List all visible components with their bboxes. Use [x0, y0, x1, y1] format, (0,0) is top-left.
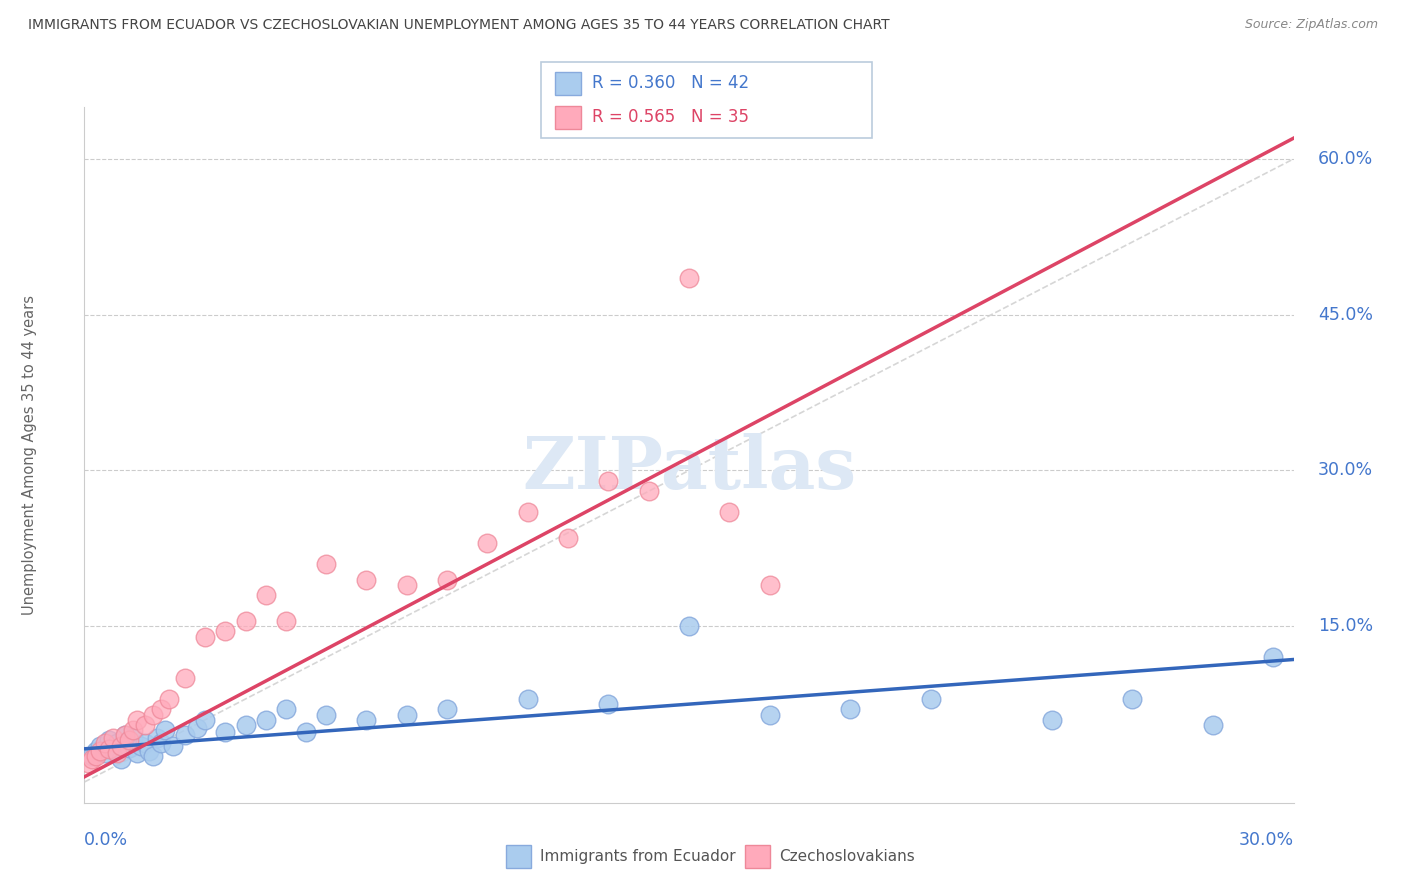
Point: [839, 702, 862, 716]
Point: [93, 735, 115, 749]
Text: 0.0%: 0.0%: [84, 830, 128, 848]
Point: [557, 531, 579, 545]
Point: [254, 588, 277, 602]
Point: [114, 728, 136, 742]
Point: [89, 739, 111, 753]
Point: [149, 702, 172, 716]
Point: [516, 692, 538, 706]
Point: [142, 749, 165, 764]
Point: [598, 474, 620, 488]
Point: [436, 702, 458, 716]
Point: [118, 733, 141, 747]
Text: Immigrants from Ecuador: Immigrants from Ecuador: [540, 849, 735, 863]
Point: [678, 271, 700, 285]
Point: [125, 746, 148, 760]
Point: [186, 721, 208, 735]
Point: [718, 505, 741, 519]
Point: [194, 630, 217, 644]
Point: [274, 614, 297, 628]
Point: [295, 725, 318, 739]
Point: [356, 573, 378, 587]
Point: [214, 725, 236, 739]
Point: [1202, 718, 1225, 732]
Point: [121, 731, 143, 746]
Point: [82, 749, 104, 764]
Point: [134, 718, 156, 732]
Point: [125, 713, 148, 727]
Point: [138, 744, 160, 758]
Point: [101, 741, 124, 756]
Text: 30.0%: 30.0%: [1317, 461, 1372, 480]
Point: [134, 735, 156, 749]
Point: [86, 744, 108, 758]
Point: [758, 578, 780, 592]
Text: Unemployment Among Ages 35 to 44 years: Unemployment Among Ages 35 to 44 years: [22, 295, 38, 615]
Point: [678, 619, 700, 633]
Point: [157, 692, 180, 706]
Text: ZIPatlas: ZIPatlas: [522, 434, 856, 504]
Point: [395, 578, 418, 592]
Point: [194, 713, 217, 727]
Point: [477, 536, 499, 550]
Point: [174, 728, 197, 742]
Point: [274, 702, 297, 716]
Point: [395, 707, 418, 722]
Point: [153, 723, 176, 738]
Point: [82, 752, 104, 766]
Point: [1040, 713, 1063, 727]
Point: [758, 707, 780, 722]
Point: [121, 723, 143, 738]
Point: [356, 713, 378, 727]
Point: [149, 735, 172, 749]
Point: [114, 728, 136, 742]
Point: [93, 746, 115, 760]
Text: 15.0%: 15.0%: [1317, 617, 1372, 635]
Point: [105, 735, 128, 749]
Text: Czechoslovakians: Czechoslovakians: [779, 849, 915, 863]
Point: [162, 739, 184, 753]
Point: [105, 746, 128, 760]
Point: [315, 707, 337, 722]
Point: [254, 713, 277, 727]
Point: [129, 739, 152, 753]
Text: R = 0.360   N = 42: R = 0.360 N = 42: [592, 74, 749, 92]
Point: [598, 697, 620, 711]
Point: [77, 756, 100, 771]
Text: Source: ZipAtlas.com: Source: ZipAtlas.com: [1244, 18, 1378, 31]
Point: [214, 624, 236, 639]
Point: [637, 484, 659, 499]
Point: [110, 752, 132, 766]
Text: 45.0%: 45.0%: [1317, 306, 1372, 324]
Point: [516, 505, 538, 519]
Point: [101, 731, 124, 746]
Point: [174, 671, 197, 685]
Point: [1121, 692, 1143, 706]
Point: [920, 692, 942, 706]
Point: [315, 557, 337, 571]
Point: [110, 739, 132, 753]
Point: [97, 741, 120, 756]
Point: [235, 718, 257, 732]
Point: [146, 731, 169, 746]
Point: [436, 573, 458, 587]
Point: [235, 614, 257, 628]
Point: [89, 744, 111, 758]
Text: 60.0%: 60.0%: [1317, 150, 1372, 168]
Text: IMMIGRANTS FROM ECUADOR VS CZECHOSLOVAKIAN UNEMPLOYMENT AMONG AGES 35 TO 44 YEAR: IMMIGRANTS FROM ECUADOR VS CZECHOSLOVAKI…: [28, 18, 890, 32]
Point: [97, 733, 120, 747]
Point: [86, 749, 108, 764]
Point: [1263, 650, 1285, 665]
Point: [118, 740, 141, 755]
Text: R = 0.565   N = 35: R = 0.565 N = 35: [592, 108, 749, 126]
Text: 30.0%: 30.0%: [1239, 830, 1294, 848]
Point: [142, 707, 165, 722]
